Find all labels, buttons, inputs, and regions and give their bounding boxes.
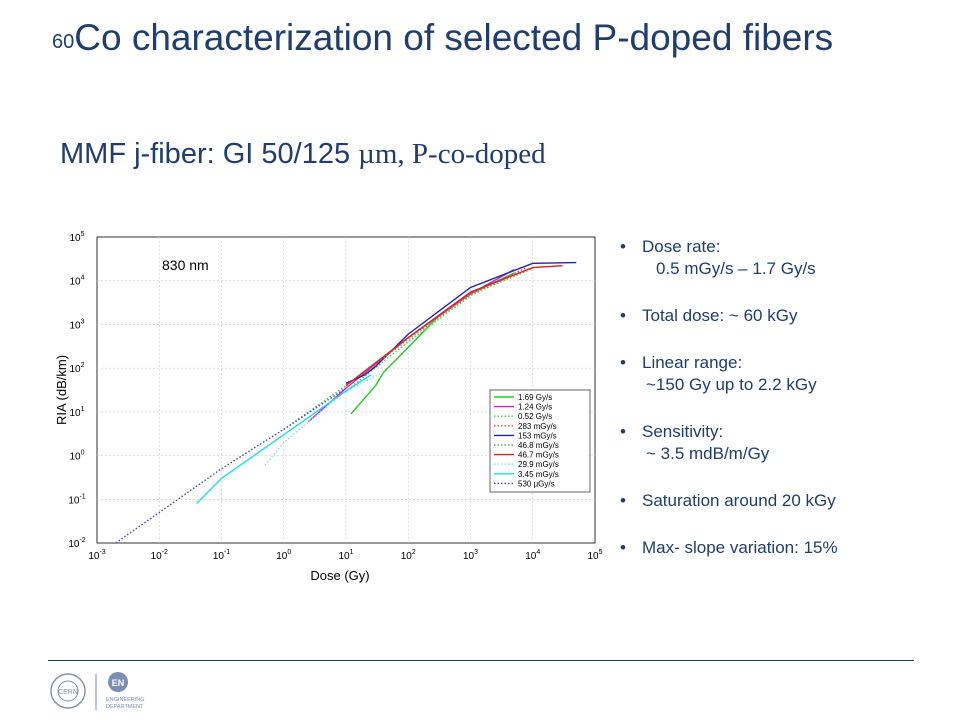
series-line-8 <box>196 374 372 504</box>
x-tick-label: 10-2 <box>151 549 168 562</box>
series-line-6 <box>345 265 563 387</box>
x-tick-label: 101 <box>338 549 353 562</box>
bullet-label: Dose rate: <box>642 237 721 256</box>
legend-label: 1.69 Gy/s <box>518 393 552 402</box>
bullet-label: Max- slope variation: 15% <box>642 538 838 557</box>
legend-label: 153 mGy/s <box>518 431 557 440</box>
x-tick-label: 102 <box>401 549 416 562</box>
en-logo-icon: EN ENGINEERING DEPARTMENT <box>106 672 145 710</box>
x-tick-label: 10-3 <box>88 549 105 562</box>
y-tick-label: 101 <box>69 406 84 419</box>
bullet-sensitivity: Sensitivity: ~ 3.5 mdB/m/Gy <box>620 421 950 465</box>
bullet-label: Total dose: ~ 60 kGy <box>642 306 798 325</box>
y-tick-label: 102 <box>69 362 84 375</box>
x-tick-label: 105 <box>587 549 602 562</box>
y-tick-label: 100 <box>69 450 84 463</box>
bullet-sub: ~ 3.5 mdB/m/Gy <box>646 444 770 463</box>
bullet-label: Sensitivity: <box>642 422 724 441</box>
legend-label: 46.8 mGy/s <box>518 441 559 450</box>
cern-logo-text: CERN <box>58 689 78 696</box>
x-tick-label: 100 <box>276 549 291 562</box>
dept-line-1: ENGINEERING <box>106 697 145 703</box>
subtitle-unit: µm, P-co-doped <box>358 138 546 170</box>
series-line-7 <box>264 371 384 466</box>
y-tick-label: 105 <box>69 231 84 244</box>
bullet-dose-rate: Dose rate: 0.5 mGy/s – 1.7 Gy/s <box>620 236 950 280</box>
series-line-9 <box>115 387 347 544</box>
footer-logos: CERN EN ENGINEERING DEPARTMENT <box>50 672 145 710</box>
footer-divider <box>48 660 914 661</box>
series-lines <box>115 261 577 544</box>
slide-subtitle: MMF j-fiber: GI 50/125 µm, P-co-doped <box>60 138 546 171</box>
title-superscript: 60 <box>52 31 75 53</box>
grid-lines <box>97 237 595 543</box>
legend-label: 283 mGy/s <box>518 422 557 431</box>
bullet-saturation: Saturation around 20 kGy <box>620 490 950 512</box>
legend-label: 1.24 Gy/s <box>518 403 552 412</box>
x-tick-label: 104 <box>525 549 540 562</box>
subtitle-fiber: MMF j-fiber: GI 50/125 <box>60 138 359 170</box>
cern-logo-icon: CERN <box>50 673 86 709</box>
bullet-list: Dose rate: 0.5 mGy/s – 1.7 Gy/s Total dos… <box>620 236 950 584</box>
bullet-linear-range: Linear range: ~150 Gy up to 2.2 kGy <box>620 352 950 396</box>
series-line-4 <box>345 261 577 384</box>
legend-label: 0.52 Gy/s <box>518 412 552 421</box>
x-tick-label: 10-1 <box>213 549 230 562</box>
y-tick-label: 103 <box>69 318 84 331</box>
bullet-sub: 0.5 mGy/s – 1.7 Gy/s <box>656 259 816 278</box>
y-tick-label: 10-2 <box>68 537 85 550</box>
series-line-2 <box>345 271 520 392</box>
bullet-sub: ~150 Gy up to 2.2 kGy <box>646 375 817 394</box>
y-axis-label: RIA (dB/km) <box>54 355 69 425</box>
bullet-label: Saturation around 20 kGy <box>642 491 836 510</box>
series-line-5 <box>283 267 534 430</box>
legend-label: 29.9 mGy/s <box>518 460 559 469</box>
title-text: Co characterization of selected P-doped … <box>74 17 834 58</box>
y-tick-label: 104 <box>69 275 84 288</box>
wavelength-annotation: 830 nm <box>162 257 209 273</box>
bullet-label: Linear range: <box>642 353 743 372</box>
y-tick-label: 10-1 <box>68 493 85 506</box>
en-logo-text: EN <box>112 678 125 688</box>
legend-label: 530 µGy/s <box>518 479 555 488</box>
x-tick-label: 103 <box>463 549 478 562</box>
bullet-slope-variation: Max- slope variation: 15% <box>620 537 950 559</box>
legend-label: 46.7 mGy/s <box>518 451 559 460</box>
x-axis-label: Dose (Gy) <box>310 568 369 583</box>
dept-line-2: DEPARTMENT <box>106 704 144 710</box>
slide-title: 60Co characterization of selected P-dope… <box>52 12 912 64</box>
ria-dose-chart: 10-3 10-2 10-1 100 101 102 103 104 10510-210-110… <box>54 231 603 583</box>
bullet-total-dose: Total dose: ~ 60 kGy <box>620 305 950 327</box>
legend-label: 3.45 mGy/s <box>518 470 559 479</box>
